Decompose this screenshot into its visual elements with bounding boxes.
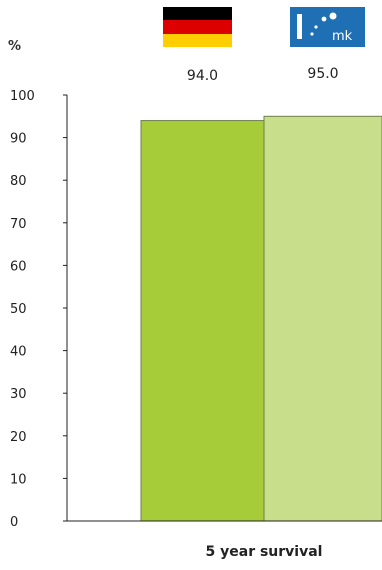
y-tick-label: 70	[10, 217, 27, 232]
y-tick-label: 0	[10, 515, 18, 530]
y-tick-label: 20	[10, 430, 27, 445]
bar-value-label: 95.0	[307, 66, 338, 82]
bars-group	[140, 115, 382, 522]
y-tick-label: 100	[10, 89, 35, 104]
y-axis-unit-label: %	[8, 39, 21, 54]
y-tick-label: 60	[10, 259, 27, 274]
bar-value-label: 94.0	[187, 68, 218, 84]
x-axis-label: 5 year survival	[206, 544, 323, 560]
y-tick-label: 10	[10, 472, 27, 487]
bar-germany	[140, 120, 265, 522]
y-axis: 0 10 20 30 40 50 60 70 80 90 100	[10, 89, 68, 530]
y-tick-label: 80	[10, 174, 27, 189]
y-tick-label: 90	[10, 132, 27, 147]
y-tick-label: 30	[10, 387, 27, 402]
germany-flag-icon	[163, 7, 232, 47]
mk-logo-text: mk	[332, 29, 353, 44]
bar-mk	[263, 115, 382, 522]
value-labels-group: 94.0 95.0	[187, 66, 339, 84]
y-tick-label: 40	[10, 345, 27, 360]
mk-logo-icon: mk	[290, 7, 365, 47]
y-tick-label: 50	[10, 302, 27, 317]
